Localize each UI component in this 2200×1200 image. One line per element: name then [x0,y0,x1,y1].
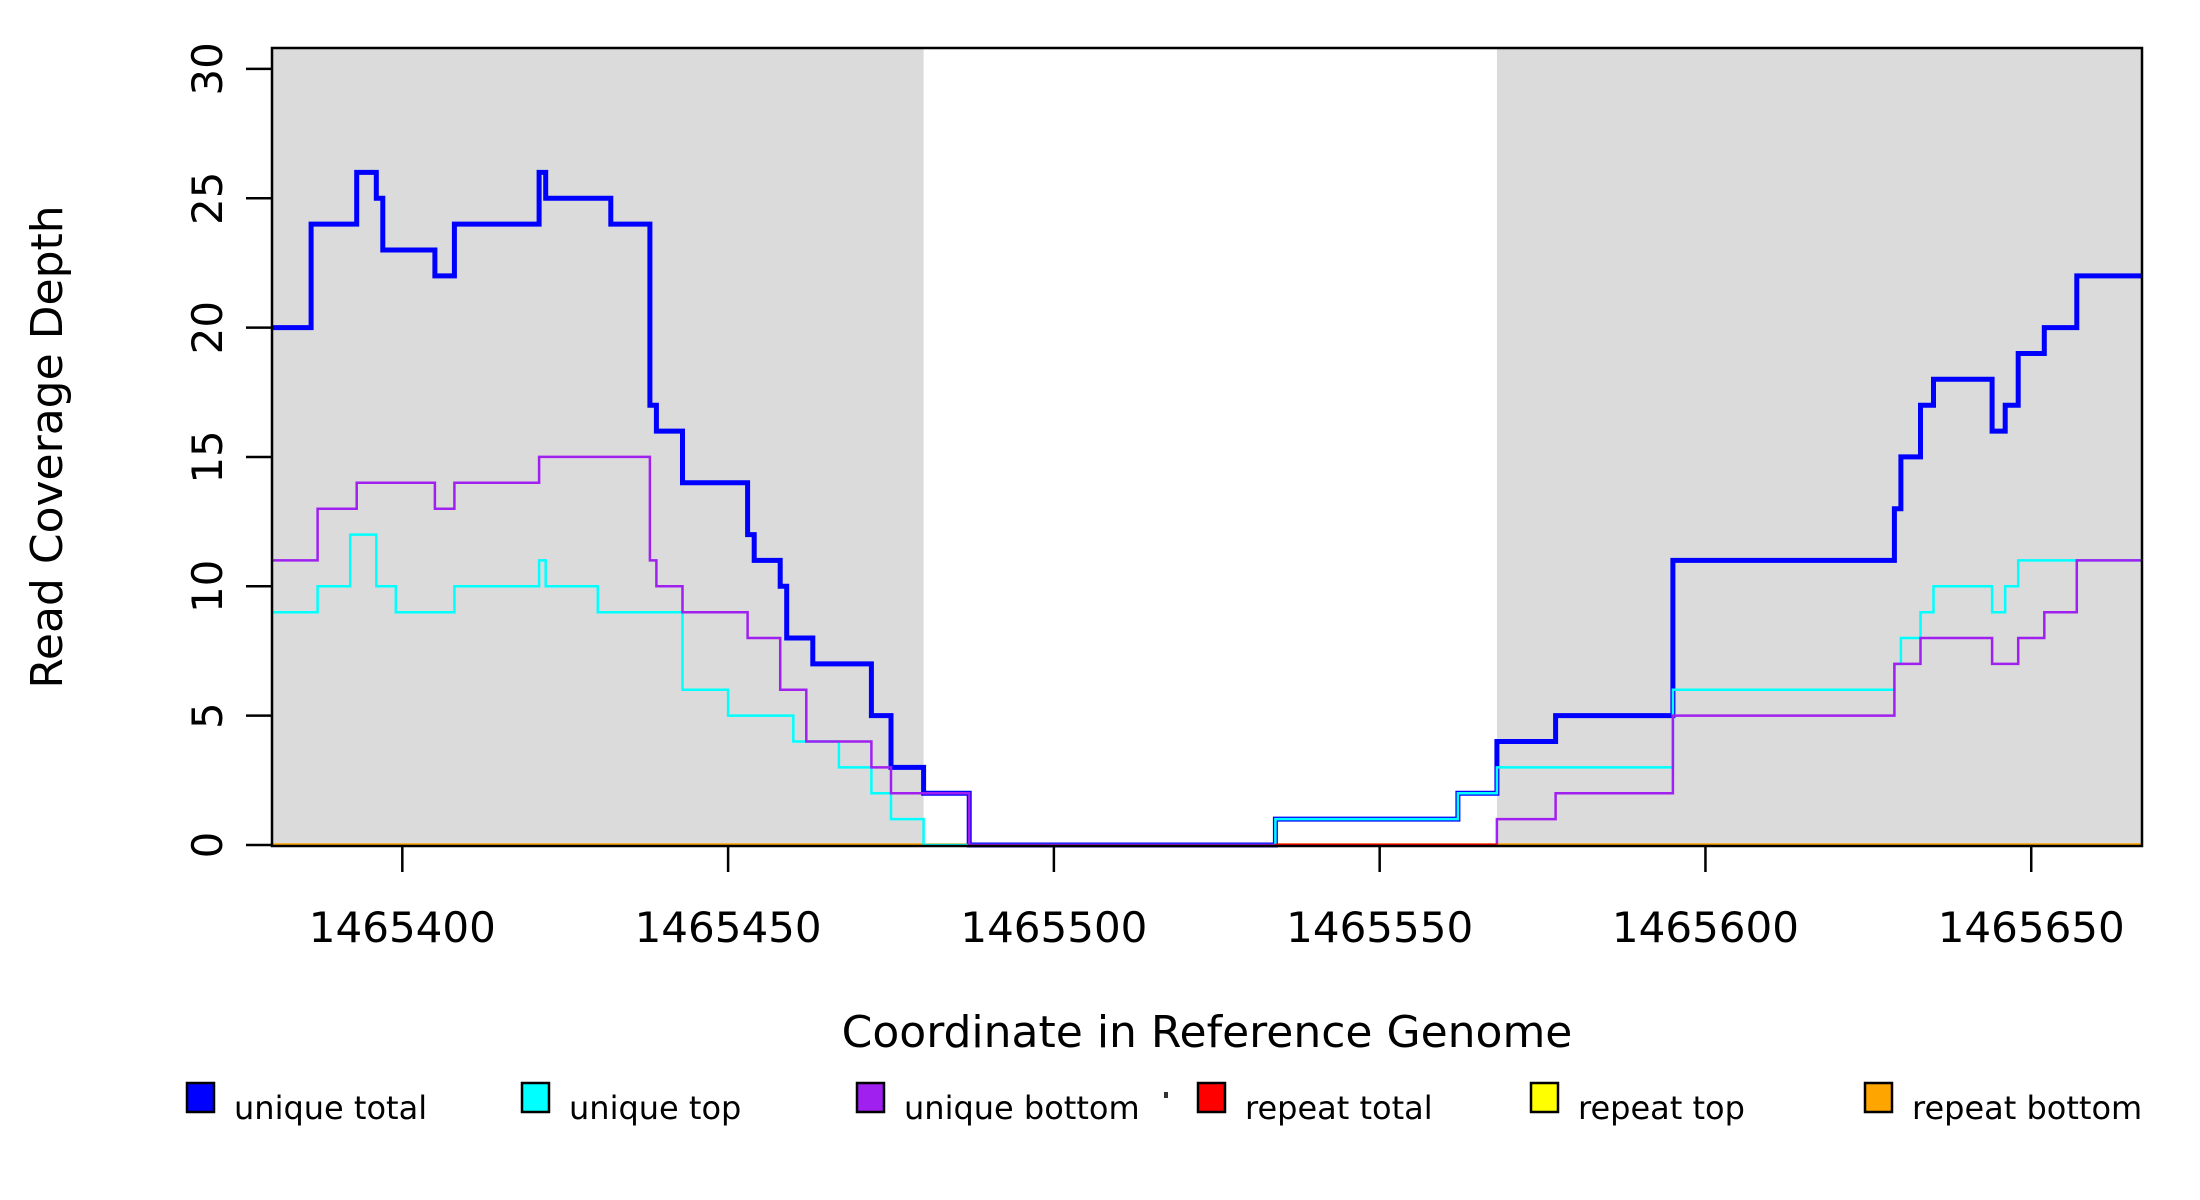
x-tick-label-1465450: 1465450 [635,903,822,952]
series-line-unique-bottom [272,455,2142,847]
plot-border [270,46,2144,848]
shaded-region-0 [272,48,924,846]
legend-label-unique-bottom: unique bottom [904,1089,1140,1127]
y-tick-label-20: 20 [183,301,232,354]
series-line-unique-top [272,533,2142,847]
legend-swatch-unique-total [185,1081,216,1114]
x-tick-label-1465650: 1465650 [1938,903,2125,952]
y-tick-label-15: 15 [183,430,232,483]
shaded-region-1 [1496,48,2142,846]
y-axis-title: Read Coverage Depth [22,205,73,688]
legend-swatch-unique-bottom [855,1081,886,1114]
legend-label-repeat-total: repeat total [1245,1089,1433,1127]
x-axis-title: Coordinate in Reference Genome [842,1007,1573,1058]
y-tick-label-0: 0 [183,832,232,859]
x-tick-label-1465500: 1465500 [960,903,1147,952]
y-tick-label-10: 10 [183,560,232,613]
legend-swatch-repeat-bottom [1863,1081,1894,1114]
legend-swatch-repeat-top [1529,1081,1560,1114]
x-tick-label-1465400: 1465400 [309,903,496,952]
legend-swatch-unique-top [520,1081,551,1114]
legend-label-repeat-bottom: repeat bottom [1912,1089,2142,1127]
stray-dot [1164,1092,1168,1098]
y-tick-label-30: 30 [183,42,232,95]
series-line-unique-total [272,169,2142,848]
legend-label-repeat-top: repeat top [1578,1089,1745,1127]
x-tick-label-1465600: 1465600 [1612,903,1799,952]
legend-label-unique-top: unique top [569,1089,741,1127]
x-tick-label-1465550: 1465550 [1286,903,1473,952]
y-tick-label-5: 5 [183,702,232,729]
y-tick-label-25: 25 [183,172,232,225]
legend-label-unique-total: unique total [234,1089,427,1127]
legend-swatch-repeat-total [1196,1081,1227,1114]
